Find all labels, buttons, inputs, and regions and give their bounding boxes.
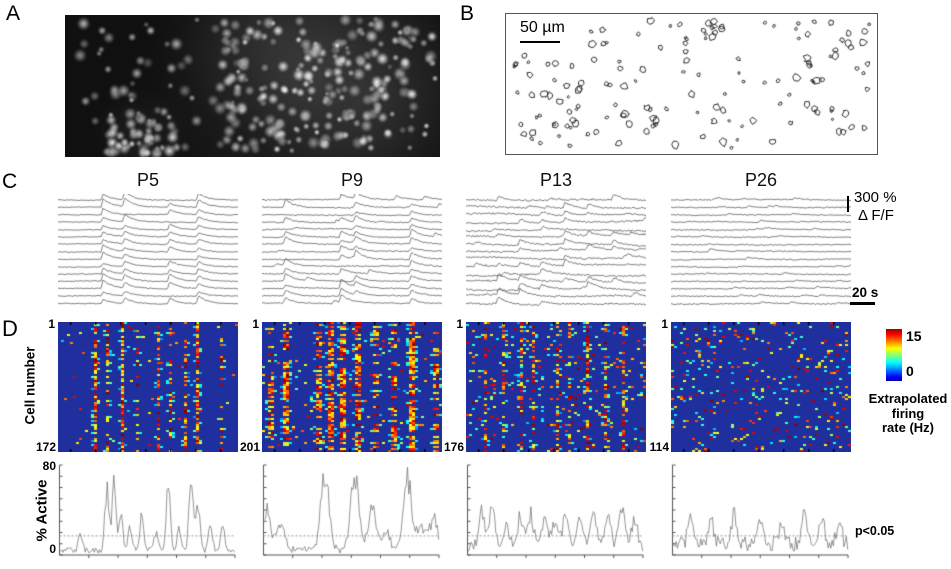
cell-count-p13: 176 bbox=[443, 440, 464, 454]
panel-b-cell-outline-map bbox=[506, 14, 877, 154]
colorbar-caption-line2: firing bbox=[891, 405, 925, 421]
cell-count-p26: 114 bbox=[649, 440, 669, 454]
deltaf-label: Δ F/F bbox=[858, 207, 894, 224]
age-title-p5: P5 bbox=[136, 170, 160, 190]
panel-d-label: D bbox=[2, 316, 18, 341]
cell-count-p5: 172 bbox=[35, 440, 56, 454]
colorbar-caption-line3: rate (Hz) bbox=[881, 420, 934, 435]
cell-number-axis-label: Cell number bbox=[22, 346, 38, 425]
active-axis-min: 0 bbox=[49, 542, 56, 556]
time-scale-label: 20 s bbox=[852, 285, 879, 300]
panel-a-fluorescence-image bbox=[65, 15, 440, 157]
time-scalebar bbox=[850, 302, 875, 305]
panel-a-label: A bbox=[6, 2, 21, 25]
percent-active-plot-p9 bbox=[262, 462, 442, 559]
first-cell-p5: 1 bbox=[48, 317, 55, 331]
colorbar-caption-line1: Extrapolated bbox=[868, 391, 948, 406]
raster-heatmap-p26 bbox=[671, 322, 851, 452]
colorbar-min-label: 0 bbox=[906, 363, 914, 379]
age-title-p9: P9 bbox=[340, 170, 364, 190]
calcium-traces-p9 bbox=[262, 194, 442, 308]
significance-label: p<0.05 bbox=[855, 524, 895, 538]
raster-heatmap-p9 bbox=[262, 322, 442, 452]
calcium-traces-p5 bbox=[58, 194, 238, 308]
scalebar-50um-bar bbox=[520, 41, 560, 43]
age-title-p13: P13 bbox=[539, 170, 573, 190]
amplitude-scale-label: 300 % bbox=[854, 189, 897, 206]
percent-active-plot-p5 bbox=[58, 462, 238, 559]
colorbar-caption: Extrapolated firing rate (Hz) bbox=[858, 391, 951, 436]
firing-rate-colorbar bbox=[886, 329, 902, 381]
cell-count-p9: 201 bbox=[239, 440, 260, 454]
scalebar-50um-label: 50 µm bbox=[518, 19, 567, 37]
panel-b-label: B bbox=[460, 2, 475, 25]
first-cell-p9: 1 bbox=[252, 317, 259, 331]
calcium-traces-p13 bbox=[466, 194, 646, 308]
age-title-p26: P26 bbox=[744, 170, 778, 190]
raster-heatmap-p5 bbox=[58, 322, 238, 452]
percent-active-plot-p13 bbox=[466, 462, 646, 559]
colorbar-max-label: 15 bbox=[906, 328, 922, 344]
panel-c-label: C bbox=[2, 170, 18, 193]
active-axis-max: 80 bbox=[42, 459, 56, 473]
raster-heatmap-p13 bbox=[466, 322, 646, 452]
first-cell-p26: 1 bbox=[661, 317, 668, 331]
first-cell-p13: 1 bbox=[456, 317, 463, 331]
percent-active-axis-label: % Active bbox=[33, 479, 51, 542]
percent-active-plot-p26 bbox=[671, 462, 851, 559]
calcium-traces-p26 bbox=[671, 194, 851, 308]
panel-b-cell-map-frame: 50 µm bbox=[505, 13, 878, 155]
amplitude-scalebar bbox=[847, 196, 849, 212]
